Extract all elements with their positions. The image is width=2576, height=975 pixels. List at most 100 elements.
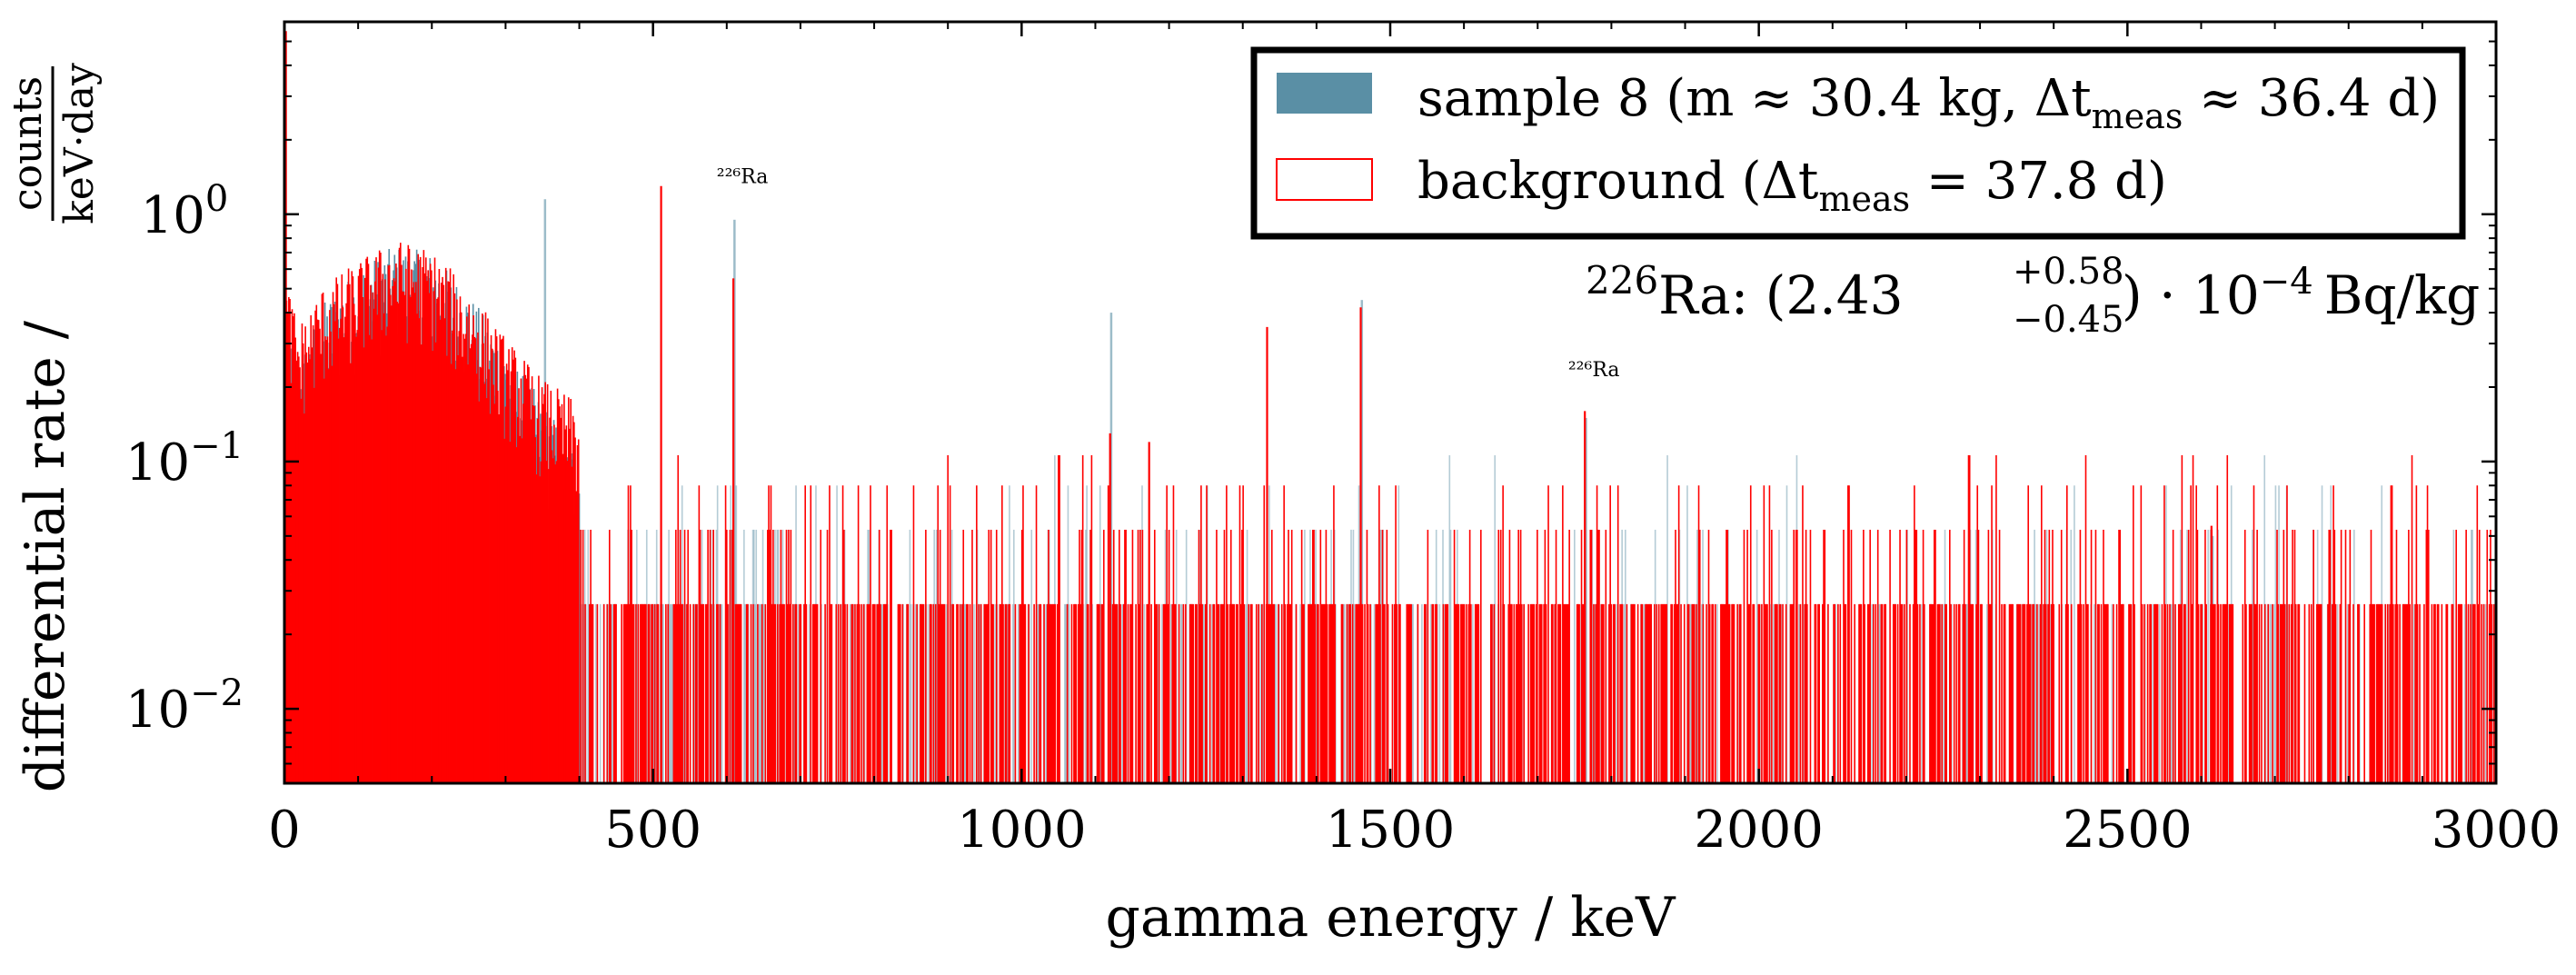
sample-bar [2034, 603, 2037, 783]
sample-bar [1623, 603, 1626, 783]
x-tick-label: 3000 [2432, 801, 2561, 860]
sample-bar [1449, 529, 1452, 783]
sample-bar [1342, 603, 1345, 783]
result-err-up: +0.58 [2013, 251, 2124, 293]
sample-bar [1248, 603, 1250, 783]
sample-bar [1877, 603, 1880, 783]
sample-bar [1352, 529, 1355, 783]
sample-bar [1185, 529, 1188, 783]
sample-bar [1780, 603, 1783, 783]
legend-box [1250, 46, 2466, 240]
sample-bar [696, 603, 699, 783]
sample-bar [1412, 603, 1414, 783]
sample-bar [713, 603, 715, 783]
sample-bar [1939, 603, 1942, 783]
sample-bar [1429, 603, 1432, 783]
sample-bar [1304, 529, 1306, 783]
sample-bar [797, 603, 800, 783]
sample-bar [1197, 603, 1198, 783]
sample-bar [2038, 603, 2040, 783]
sample-bar [2412, 603, 2415, 783]
sample-bar [2045, 529, 2048, 783]
sample-bar [1275, 603, 1278, 783]
sample-bar [2034, 529, 2035, 783]
sample-bar [1700, 603, 1703, 783]
sample-bar [2278, 485, 2280, 783]
sample-bar [762, 603, 765, 783]
sample-bar [950, 603, 952, 783]
sample-bar [1274, 603, 1276, 783]
sample-bar [1315, 529, 1317, 783]
sample-bar [935, 529, 938, 783]
sample-bar [1108, 603, 1110, 783]
y-tick-label: 10−1 [125, 425, 244, 492]
sample-bar [757, 603, 760, 783]
sample-bar [2264, 603, 2267, 783]
sample-bar [670, 603, 672, 783]
y-unit-denominator: keV·day [56, 63, 103, 224]
sample-bar [1773, 603, 1775, 783]
sample-bar [1964, 603, 1967, 783]
sample-bar [1951, 603, 1953, 783]
y-tick-label: 100 [141, 178, 229, 245]
sample-bar [2346, 603, 2349, 783]
sample-bar [1179, 603, 1182, 783]
sample-bar [760, 603, 761, 783]
plot-area [284, 31, 2495, 783]
sample-bar [1013, 529, 1015, 783]
sample-bar [933, 529, 935, 783]
x-tick-label: 1000 [957, 801, 1087, 860]
sample-bar [684, 603, 687, 783]
sample-bar [1278, 603, 1280, 783]
sample-bar [996, 603, 999, 783]
sample-bar [909, 529, 911, 783]
sample-bar [1067, 485, 1069, 783]
y-axis-ticks: 100 10−1 10−2 [125, 21, 2496, 784]
sample-bar [2061, 603, 2064, 783]
sample-bar [1203, 603, 1205, 783]
sample-bar [2359, 603, 2361, 783]
sample-bar [2452, 529, 2455, 783]
sample-bar [1169, 603, 1172, 783]
sample-bar [1654, 529, 1656, 783]
sample-bar [1245, 603, 1248, 783]
sample-bar [976, 529, 979, 783]
sample-bar [1666, 455, 1668, 783]
sample-bar [1438, 603, 1441, 783]
sample-bar [1769, 603, 1772, 783]
x-tick-label: 2500 [2063, 801, 2193, 860]
sample-bar [1011, 603, 1014, 783]
sample-bar [578, 493, 581, 783]
sample-bar [2463, 603, 2466, 783]
sample-bar [1117, 603, 1119, 783]
sample-bar [755, 529, 758, 783]
sample-bar [585, 603, 587, 783]
sample-bar [1246, 529, 1248, 783]
sample-bar [2094, 603, 2095, 783]
sample-bar [808, 603, 811, 783]
sample-bar [963, 603, 965, 783]
sample-bar [1491, 603, 1494, 783]
sample-bar [2252, 529, 2253, 783]
sample-bar [747, 603, 750, 783]
sample-bar [1906, 529, 1908, 783]
sample-bar [1472, 603, 1474, 783]
sample-peak [733, 219, 736, 783]
sample-bar [1688, 603, 1691, 783]
sample-bar [2471, 529, 2472, 783]
sample-bar [1180, 603, 1183, 783]
sample-bar [1065, 603, 1067, 783]
sample-bar [612, 603, 613, 783]
sample-bar [761, 529, 764, 783]
sample-bar [910, 603, 912, 783]
sample-bar [1017, 603, 1019, 783]
result-err-down: −0.45 [2013, 299, 2124, 341]
sample-bar [994, 603, 996, 783]
sample-bar [2284, 603, 2287, 783]
sample-bar [863, 603, 866, 783]
sample-bar [1574, 529, 1576, 783]
sample-bar [1259, 603, 1262, 783]
sample-bar [821, 603, 822, 783]
sample-bar [1689, 603, 1692, 783]
sample-bar [1878, 603, 1881, 783]
